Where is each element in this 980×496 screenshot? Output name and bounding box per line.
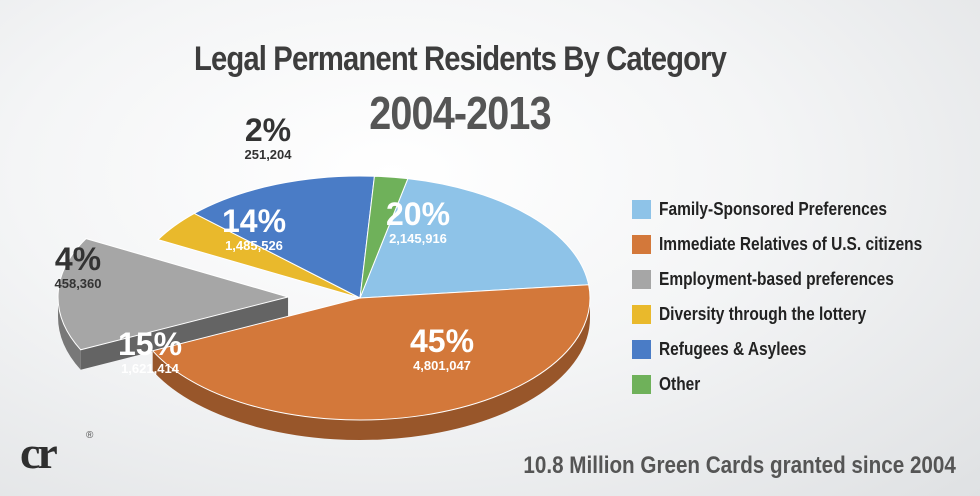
slice-value-label: 1,621,414 [121, 361, 180, 376]
pie-slice [359, 178, 590, 299]
pie-side-wall [152, 298, 590, 440]
slice-percent-label: 15% [118, 326, 182, 362]
chart-subtitle: 2004-2013 [369, 87, 551, 139]
slice-percent-label: 14% [222, 203, 286, 239]
pie-slice [151, 284, 591, 421]
legend-label: Employment-based preferences [659, 269, 894, 289]
legend-label: Refugees & Asylees [659, 339, 807, 359]
legend-swatch [632, 375, 651, 394]
pie-slice [57, 238, 290, 351]
legend-item-diversity: Diversity through the lottery [632, 297, 965, 332]
legend-swatch [632, 340, 651, 359]
slice-percent-label: 20% [386, 196, 450, 232]
logo: cr [20, 427, 58, 478]
footer-note: 10.8 Million Green Cards granted since 2… [523, 452, 956, 479]
legend-item-immediate-relatives: Immediate Relatives of U.S. citizens [632, 227, 965, 262]
legend-swatch [632, 270, 651, 289]
legend-label: Diversity through the lottery [659, 304, 867, 324]
legend-label: Other [659, 374, 701, 394]
slice-percent-label: 45% [410, 323, 474, 359]
legend-label: Family-Sponsored Preferences [659, 199, 887, 219]
registered-mark: ® [86, 430, 94, 441]
slice-value-label: 2,145,916 [389, 231, 447, 246]
pie-slice [193, 175, 375, 299]
legend-item-family: Family-Sponsored Preferences [632, 192, 965, 227]
legend-swatch [632, 200, 651, 219]
slice-percent-label: 4% [55, 241, 101, 277]
legend-item-other: Other [632, 367, 965, 402]
legend-swatch [632, 305, 651, 324]
chart-title: Legal Permanent Residents By Category [193, 40, 727, 78]
legend: Family-Sponsored Preferences Immediate R… [632, 192, 965, 402]
slice-percent-label: 2% [245, 112, 291, 148]
pie-slice [359, 175, 409, 299]
slice-value-label: 251,204 [245, 147, 293, 162]
legend-item-employment: Employment-based preferences [632, 262, 965, 297]
slice-value-label: 4,801,047 [413, 358, 471, 373]
slice-value-label: 458,360 [55, 276, 102, 291]
legend-item-refugees: Refugees & Asylees [632, 332, 965, 367]
legend-swatch [632, 235, 651, 254]
legend-label: Immediate Relatives of U.S. citizens [659, 234, 923, 254]
slice-value-label: 1,485,526 [225, 238, 283, 253]
